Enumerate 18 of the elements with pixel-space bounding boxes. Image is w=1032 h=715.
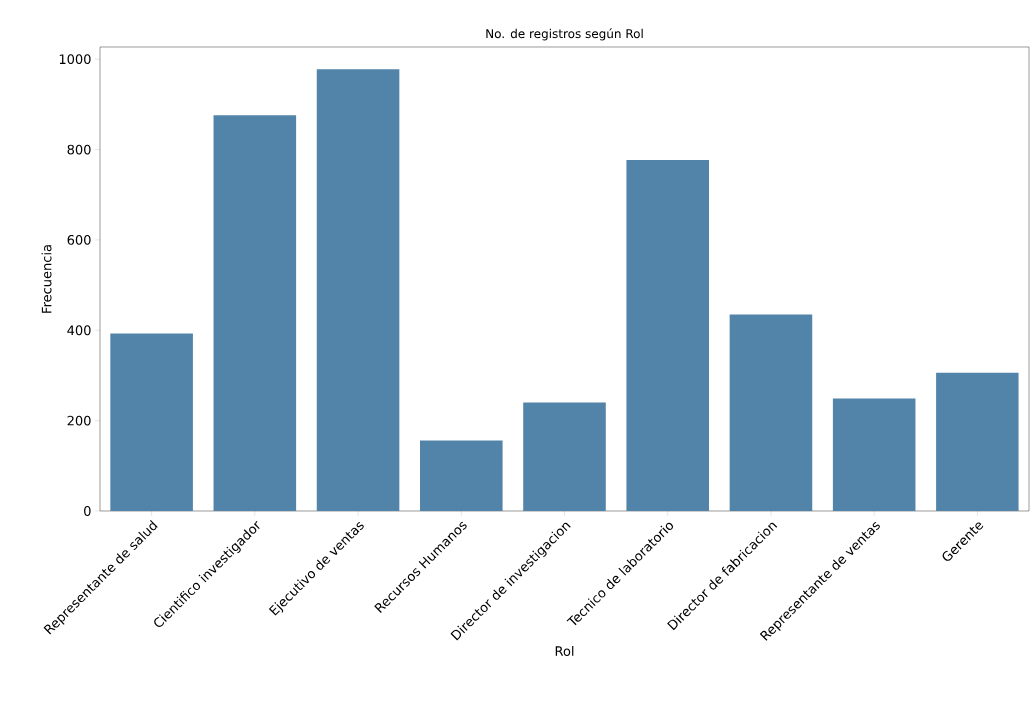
chart-title: No. de registros según Rol <box>486 28 643 41</box>
bar <box>936 372 1019 511</box>
y-tick-label: 200 <box>67 415 91 426</box>
bar <box>523 402 606 511</box>
x-axis-title: Rol <box>555 645 574 657</box>
y-tick-label: 0 <box>84 506 91 516</box>
bar <box>419 440 503 511</box>
y-tick-label: 600 <box>67 235 91 245</box>
y-axis-title: Frecuencia <box>41 245 52 313</box>
y-tick-label: 800 <box>67 144 91 155</box>
bar <box>832 398 916 511</box>
bar <box>626 159 710 511</box>
bar <box>316 69 400 511</box>
bar <box>729 314 813 511</box>
y-tick-label: 1000 <box>59 54 91 65</box>
bar <box>213 115 297 511</box>
bar <box>110 333 193 511</box>
y-tick-label: 400 <box>67 325 91 336</box>
